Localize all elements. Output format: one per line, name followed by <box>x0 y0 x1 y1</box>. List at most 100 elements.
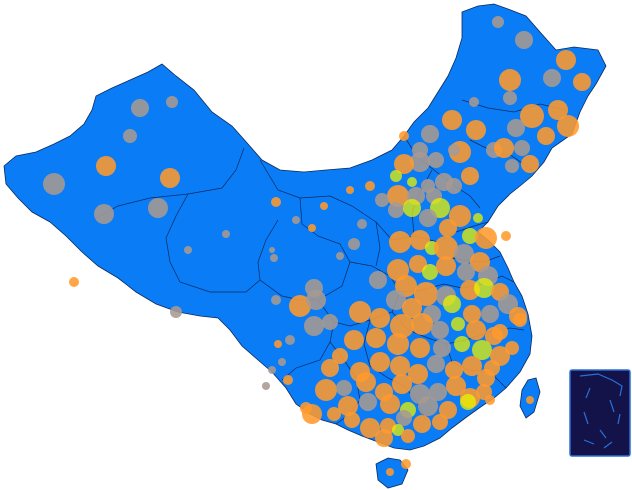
map-marker-high[interactable] <box>492 324 508 340</box>
map-marker-high[interactable] <box>521 155 539 173</box>
map-marker-low[interactable] <box>543 69 561 87</box>
map-marker-high[interactable] <box>485 395 495 405</box>
map-marker-high[interactable] <box>349 301 371 323</box>
map-marker-low[interactable] <box>429 383 447 401</box>
map-marker-high[interactable] <box>308 224 316 232</box>
map-marker-high[interactable] <box>390 314 414 338</box>
map-marker-low[interactable] <box>94 204 114 224</box>
map-marker-high[interactable] <box>375 429 393 447</box>
map-marker-high[interactable] <box>414 282 438 306</box>
map-marker-low[interactable] <box>166 96 178 108</box>
map-marker-low[interactable] <box>454 244 474 264</box>
map-marker-high[interactable] <box>466 320 486 340</box>
map-marker-high[interactable] <box>445 361 463 379</box>
map-marker-low[interactable] <box>43 173 65 195</box>
map-marker-high[interactable] <box>494 138 514 158</box>
map-marker-high[interactable] <box>410 230 430 250</box>
map-marker-high[interactable] <box>462 356 482 376</box>
map-marker-high[interactable] <box>392 374 412 394</box>
map-marker-high[interactable] <box>401 459 411 469</box>
map-marker-low[interactable] <box>396 410 412 426</box>
map-marker-high[interactable] <box>338 396 358 416</box>
map-marker-high[interactable] <box>321 359 339 377</box>
map-marker-high[interactable] <box>461 167 479 185</box>
map-marker-low[interactable] <box>433 339 451 357</box>
map-marker-high[interactable] <box>300 402 312 414</box>
map-marker-low[interactable] <box>304 316 324 336</box>
map-marker-high[interactable] <box>402 298 422 318</box>
map-marker-high[interactable] <box>289 295 311 317</box>
map-marker-high[interactable] <box>160 168 180 188</box>
map-marker-high[interactable] <box>346 186 354 194</box>
map-marker-low[interactable] <box>184 246 192 254</box>
map-marker-low[interactable] <box>270 254 278 262</box>
map-marker-high[interactable] <box>360 418 380 438</box>
map-marker-alt[interactable] <box>443 295 461 313</box>
map-marker-high[interactable] <box>537 127 555 145</box>
map-marker-low[interactable] <box>412 142 428 158</box>
map-marker-high[interactable] <box>283 375 293 385</box>
map-marker-high[interactable] <box>380 394 400 414</box>
map-marker-alt[interactable] <box>422 264 438 280</box>
map-marker-low[interactable] <box>421 125 439 143</box>
map-marker-low[interactable] <box>268 366 276 374</box>
map-marker-low[interactable] <box>322 314 338 330</box>
map-marker-alt[interactable] <box>472 340 492 360</box>
map-marker-high[interactable] <box>573 73 591 91</box>
map-marker-alt[interactable] <box>473 213 483 223</box>
map-marker-low[interactable] <box>357 219 367 229</box>
map-marker-low[interactable] <box>348 238 360 250</box>
map-marker-alt[interactable] <box>407 177 417 187</box>
map-marker-low[interactable] <box>410 152 430 172</box>
map-marker-low[interactable] <box>359 393 377 411</box>
map-marker-low[interactable] <box>428 152 444 168</box>
map-marker-high[interactable] <box>475 227 497 249</box>
map-marker-high[interactable] <box>501 231 511 241</box>
map-marker-low[interactable] <box>375 193 389 207</box>
map-marker-low[interactable] <box>278 358 286 366</box>
map-marker-high[interactable] <box>409 255 427 273</box>
map-marker-alt[interactable] <box>454 336 470 352</box>
map-marker-high[interactable] <box>344 412 360 428</box>
map-marker-low[interactable] <box>507 119 525 137</box>
map-marker-alt[interactable] <box>403 199 421 217</box>
map-marker-high[interactable] <box>386 468 394 476</box>
map-marker-low[interactable] <box>285 335 295 345</box>
map-marker-high[interactable] <box>505 341 519 355</box>
map-marker-high[interactable] <box>413 415 431 433</box>
map-marker-high[interactable] <box>410 338 430 358</box>
map-marker-high[interactable] <box>394 154 414 174</box>
map-marker-low[interactable] <box>336 252 344 260</box>
map-marker-alt[interactable] <box>474 278 494 298</box>
map-marker-high[interactable] <box>366 328 386 348</box>
map-marker-high[interactable] <box>320 202 328 210</box>
map-marker-low[interactable] <box>148 198 168 218</box>
map-marker-high[interactable] <box>315 379 337 401</box>
map-marker-low[interactable] <box>514 140 530 156</box>
map-marker-high[interactable] <box>484 360 500 376</box>
map-marker-high[interactable] <box>408 364 428 384</box>
map-marker-high[interactable] <box>513 313 527 327</box>
map-marker-alt[interactable] <box>392 424 404 436</box>
map-marker-low[interactable] <box>505 159 519 173</box>
map-marker-high[interactable] <box>344 330 364 350</box>
map-marker-low[interactable] <box>457 263 475 281</box>
map-marker-low[interactable] <box>388 202 404 218</box>
map-marker-high[interactable] <box>557 115 579 137</box>
map-marker-high[interactable] <box>387 185 409 207</box>
map-marker-low[interactable] <box>419 209 437 227</box>
map-marker-low[interactable] <box>446 178 462 194</box>
map-marker-low[interactable] <box>123 129 137 143</box>
map-marker-alt[interactable] <box>462 228 478 244</box>
map-marker-high[interactable] <box>370 352 390 372</box>
map-marker-alt[interactable] <box>390 170 402 182</box>
map-marker-low[interactable] <box>469 97 479 107</box>
map-marker-low[interactable] <box>386 290 406 310</box>
map-marker-high[interactable] <box>401 429 415 443</box>
map-marker-alt[interactable] <box>451 317 465 331</box>
map-marker-high[interactable] <box>436 256 456 276</box>
map-marker-high[interactable] <box>365 181 375 191</box>
map-marker-high[interactable] <box>442 110 462 130</box>
map-marker-high[interactable] <box>411 313 433 335</box>
map-marker-high[interactable] <box>387 333 409 355</box>
